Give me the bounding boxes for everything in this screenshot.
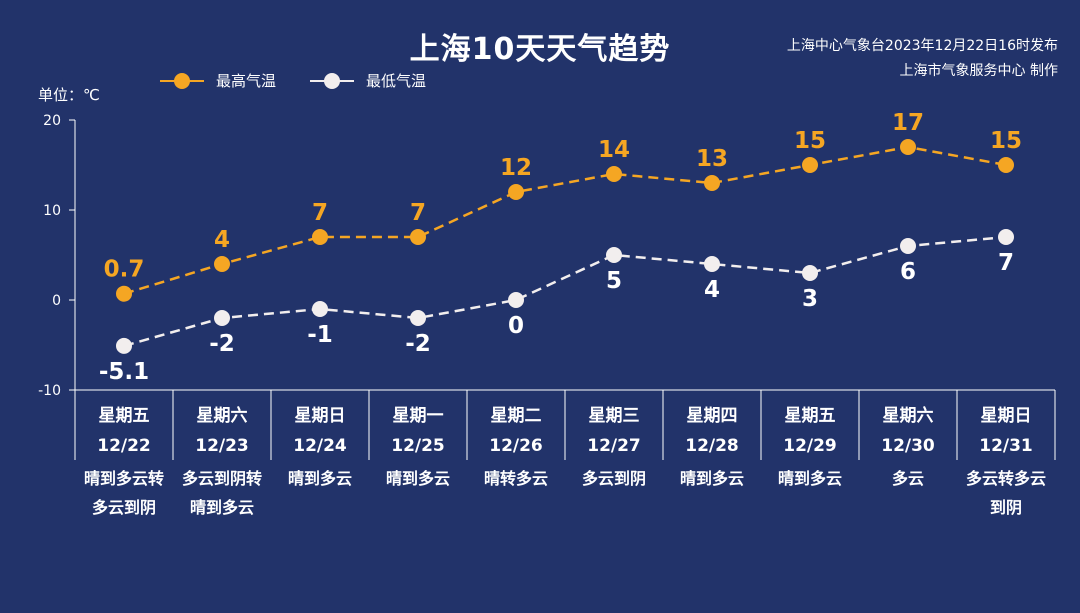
point-high-1 [214,256,230,272]
value-label-high-6: 13 [696,146,728,172]
value-label-low-8: 6 [900,259,916,285]
value-label-high-0: 0.7 [104,257,145,283]
value-label-high-8: 17 [892,110,924,136]
point-high-6 [704,175,720,191]
weekday-label-3: 星期一 [393,406,444,426]
point-low-1 [214,310,230,326]
weekday-label-0: 星期五 [99,406,150,426]
point-low-3 [410,310,426,326]
point-high-9 [998,157,1014,173]
source-info: 上海中心气象台2023年12月22日16时发布 上海市气象服务中心 制作 [787,34,1058,84]
value-label-high-2: 7 [312,200,328,226]
point-high-4 [508,184,524,200]
value-label-high-9: 15 [990,128,1022,154]
weather-label-9-0: 多云转多云 [966,469,1046,488]
weather-label-7-0: 晴到多云 [778,469,842,488]
weather-label-8-0: 多云 [892,469,924,488]
source-line-1: 上海中心气象台2023年12月22日16时发布 [786,38,1058,54]
weather-label-4-0: 晴转多云 [484,469,548,488]
point-low-2 [312,301,328,317]
date-label-3: 12/25 [391,436,445,456]
weekday-label-6: 星期四 [687,406,738,426]
legend-label-high: 最高气温 [216,72,277,90]
unit-label: 单位：℃ [38,86,100,104]
value-label-high-1: 4 [214,227,230,253]
weather-label-9-1: 到阴 [990,498,1022,517]
date-label-1: 12/23 [195,436,249,456]
weather-label-5-0: 多云到阴 [582,469,646,488]
date-label-8: 12/30 [881,436,935,456]
y-tick-label-3: -10 [38,383,61,399]
point-high-3 [410,229,426,245]
series-line-high [123,145,1007,295]
point-high-0 [116,285,132,302]
weather-label-0-1: 多云到阴 [92,498,156,517]
date-label-4: 12/26 [489,436,543,456]
value-label-low-3: -2 [405,331,431,357]
date-label-0: 12/22 [97,436,151,456]
chart-title: 上海10天天气趋势 [409,32,671,67]
weekday-label-9: 星期日 [981,406,1032,426]
point-high-7 [802,157,818,173]
value-label-low-1: -2 [209,331,235,357]
value-label-low-5: 5 [606,268,622,294]
weekday-label-4: 星期二 [491,406,542,426]
value-label-low-6: 4 [704,277,720,303]
weather-label-3-0: 晴到多云 [386,469,450,488]
value-label-high-4: 12 [500,155,532,181]
legend-label-low: 最低气温 [366,72,427,90]
point-low-6 [704,256,720,272]
value-label-high-7: 15 [794,128,826,154]
point-low-9 [998,229,1014,245]
value-label-high-5: 14 [598,137,630,163]
weekday-label-2: 星期日 [295,406,346,426]
weekday-label-8: 星期六 [883,405,934,426]
point-low-5 [606,247,622,263]
date-label-6: 12/28 [685,436,739,456]
weekday-label-7: 星期五 [785,406,836,426]
date-label-2: 12/24 [293,436,347,456]
point-high-8 [900,139,916,155]
weather-label-2-0: 晴到多云 [288,469,352,488]
weather-label-1-0: 多云到阴转 [182,469,262,488]
value-label-low-0: -5.1 [99,359,149,385]
weather-label-6-0: 晴到多云 [680,469,744,488]
legend-item-high: 最高气温 [160,70,276,91]
value-label-high-3: 7 [410,200,426,226]
point-low-4 [508,292,524,308]
value-label-low-2: -1 [307,322,333,348]
date-label-9: 12/31 [979,436,1033,456]
value-label-low-7: 3 [802,286,818,312]
legend-swatch-low [310,71,355,91]
series-line-low [123,235,1007,348]
y-tick-label-2: 0 [52,293,61,309]
point-low-0 [116,337,132,354]
legend-item-low: 最低气温 [310,70,426,91]
weather-label-0-0: 晴到多云转 [84,469,164,488]
point-high-5 [606,166,622,182]
y-tick-label-0: 20 [43,113,61,129]
weekday-label-1: 星期六 [197,405,248,426]
weather-label-1-1: 晴到多云 [190,498,254,517]
source-line-2: 上海市气象服务中心 制作 [899,63,1058,79]
point-low-8 [900,238,916,254]
value-label-low-9: 7 [998,250,1014,276]
date-label-7: 12/29 [783,436,837,456]
weekday-label-5: 星期三 [589,406,640,426]
legend: 最高气温 最低气温 [160,70,460,91]
point-low-7 [802,265,818,281]
value-label-low-4: 0 [508,313,524,339]
y-tick-label-1: 10 [43,203,61,219]
point-high-2 [312,229,328,245]
date-label-5: 12/27 [587,436,641,456]
legend-swatch-high [160,71,204,91]
